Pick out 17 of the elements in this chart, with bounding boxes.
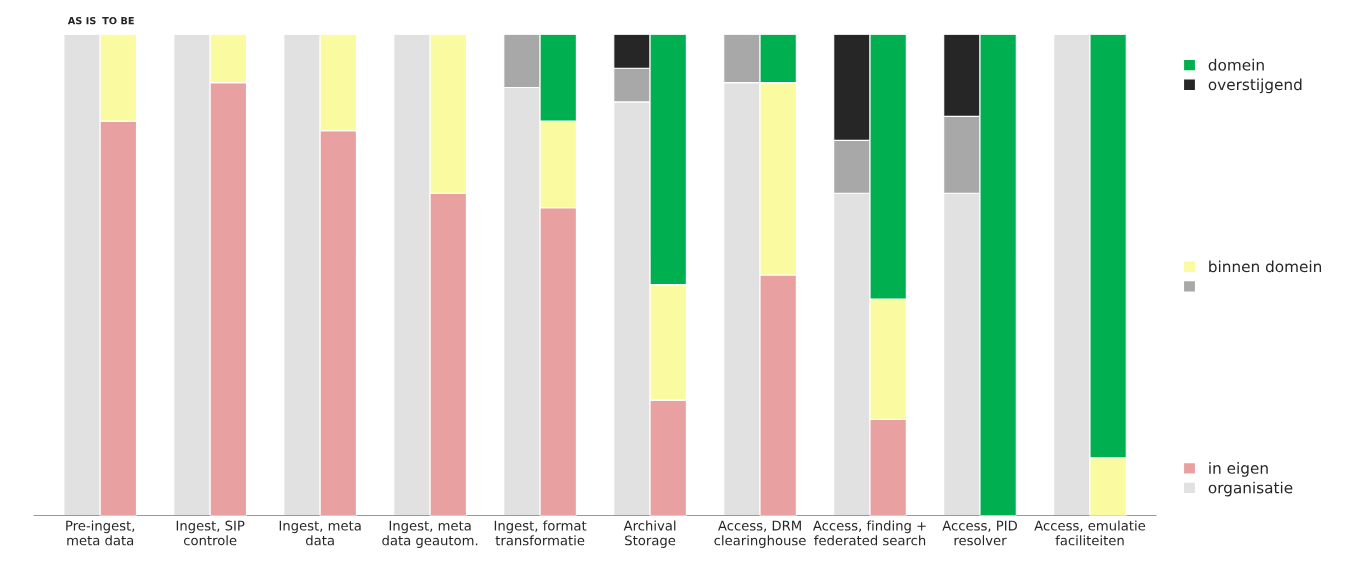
x-tick-label: Ingest, format transformatie [494,520,587,546]
x-tick-label: Access, DRM clearinghouse [714,520,806,548]
x-tick-label: Access, finding + federated search [812,520,926,546]
x-tick-label: Ingest, meta data geautom. [382,520,478,548]
text: TO BE [102,16,134,25]
x-tick-label: Access, PID resolver [942,520,1017,546]
legend-label: overstijgend [1208,78,1302,94]
legend-label: domein [1208,58,1264,71]
x-tick-label: Ingest, meta data [279,520,361,546]
legend-label: in eigen [1209,462,1268,477]
legend-label: binnen domein [1209,260,1322,273]
text: AS IS [67,16,96,25]
x-tick-label: Pre-ingest, meta data [66,520,135,546]
legend-label: organisatie [1208,481,1293,497]
x-tick-label: Access, emulatie faciliteiten [1034,520,1146,546]
x-tick-label: Ingest, SIP controle [176,520,245,546]
x-tick-label: Archival Storage [623,520,676,548]
